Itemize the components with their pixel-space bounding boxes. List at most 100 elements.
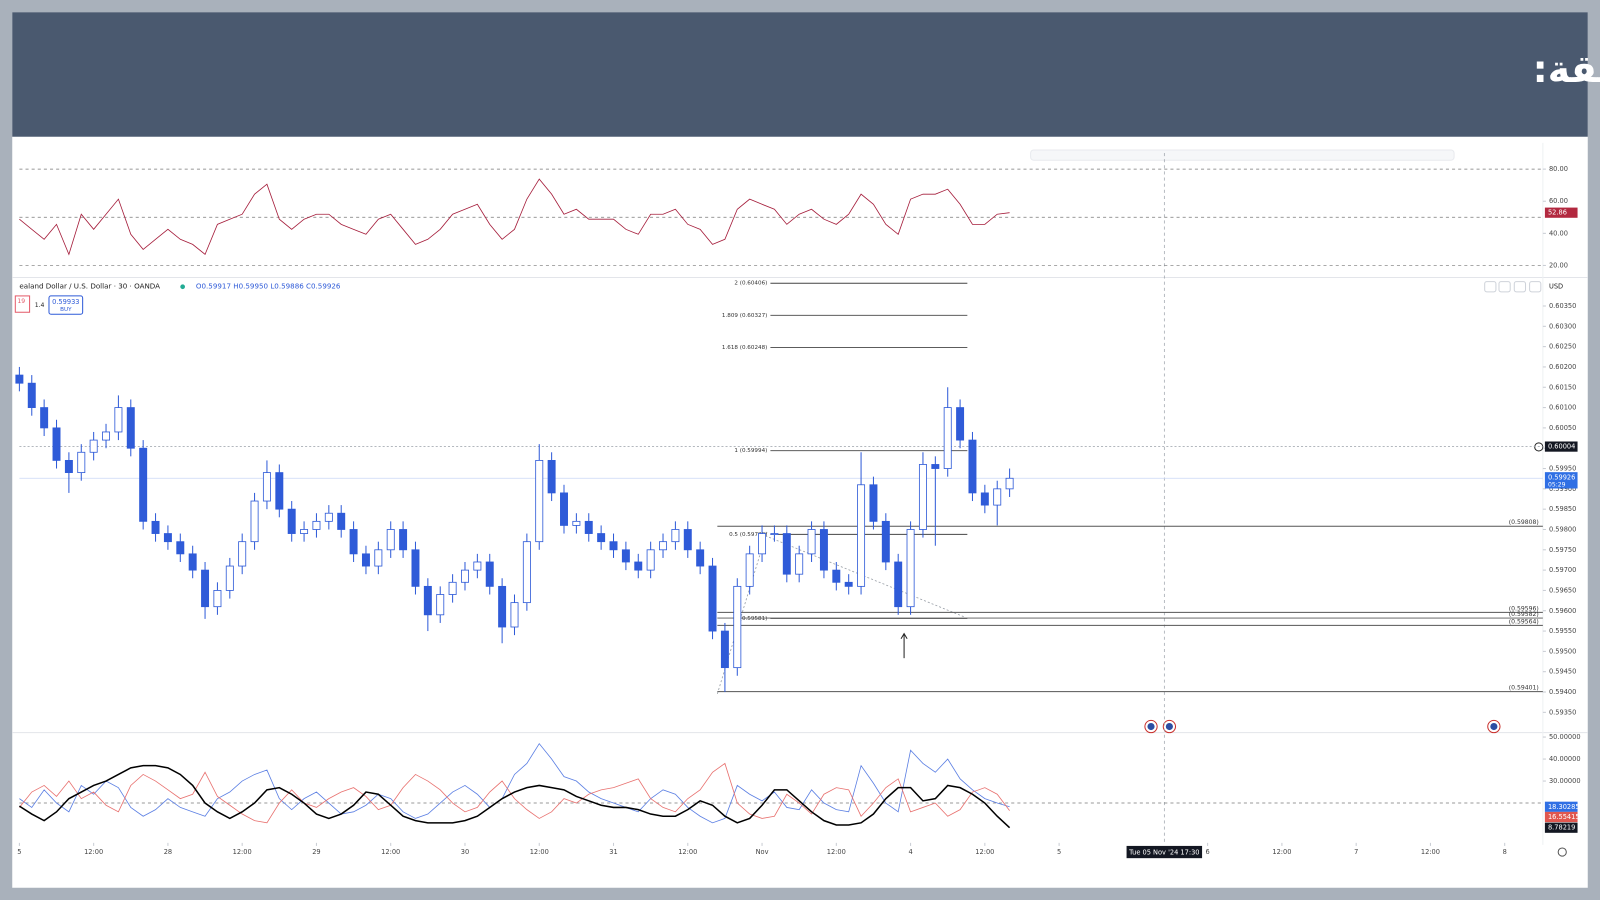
arrow-head bbox=[900, 632, 908, 640]
candle-body bbox=[52, 427, 61, 461]
candle-body bbox=[621, 549, 630, 563]
event-flags[interactable] bbox=[1144, 719, 1501, 734]
candle-body bbox=[758, 533, 767, 555]
candle-body bbox=[188, 553, 197, 571]
x-tick-label: 28 bbox=[164, 848, 172, 856]
pane-button[interactable] bbox=[1513, 281, 1527, 293]
candle-body bbox=[139, 447, 148, 522]
candle-body bbox=[708, 565, 717, 632]
y-tick-label: 0.59450 bbox=[1549, 668, 1576, 676]
candle-body bbox=[560, 492, 568, 526]
y-tick-label: 0.60250 bbox=[1549, 343, 1576, 351]
y-tick-label: 0.59950 bbox=[1549, 465, 1576, 473]
candle-body bbox=[275, 472, 284, 510]
level-label: (0.59564) bbox=[1509, 618, 1539, 625]
candle-body bbox=[324, 512, 333, 522]
candle-body bbox=[461, 569, 469, 583]
candle-body bbox=[993, 488, 1002, 506]
candle-body bbox=[634, 561, 643, 571]
candle-body bbox=[126, 407, 135, 449]
y-tick-label: 0.59550 bbox=[1549, 627, 1576, 635]
y-tick-label: 80.00 bbox=[1549, 165, 1568, 173]
candle-body bbox=[300, 529, 309, 534]
candle-body bbox=[894, 561, 903, 608]
x-tick-label: 29 bbox=[312, 848, 320, 856]
y-tick-label: 0.59800 bbox=[1549, 525, 1576, 533]
pane-button[interactable] bbox=[1498, 281, 1511, 293]
y-tick-label: 0.59400 bbox=[1549, 688, 1576, 696]
toolbar[interactable] bbox=[1030, 149, 1455, 161]
candle-body bbox=[819, 529, 828, 571]
symbol-legend: ealand Dollar / U.S. Dollar · 30 · OANDA bbox=[19, 282, 160, 291]
fib-label: 1.618 (0.60248) bbox=[722, 345, 767, 351]
candle-body bbox=[745, 553, 754, 587]
level-label: (0.59596) bbox=[1509, 605, 1539, 612]
candle-body bbox=[869, 484, 878, 522]
pane-controls[interactable] bbox=[1484, 281, 1542, 293]
event-flag-icon bbox=[1147, 722, 1155, 731]
ohlc-legend: O0.59917 H0.59950 L0.59886 C0.59926 bbox=[196, 282, 341, 291]
title: رسم بياني لحركة زوج الدولار النيوزيلندي/… bbox=[1533, 44, 1600, 91]
arrow bbox=[900, 632, 908, 659]
event-flag-icon bbox=[1490, 722, 1498, 731]
pane-button[interactable] bbox=[1529, 281, 1542, 293]
candle-body bbox=[597, 533, 606, 543]
candle-body bbox=[40, 407, 49, 429]
candle-body bbox=[213, 590, 222, 608]
fib-label: 1.809 (0.60327) bbox=[722, 313, 767, 319]
x-tick-label: 31 bbox=[609, 848, 617, 856]
x-tick-label: 12:00 bbox=[84, 848, 103, 856]
candle-body bbox=[844, 581, 853, 587]
candle-body bbox=[312, 520, 321, 530]
candle-body bbox=[423, 585, 432, 616]
sell-badge[interactable] bbox=[14, 295, 31, 313]
title-banner bbox=[12, 12, 1588, 137]
candle-body bbox=[1005, 477, 1014, 490]
market-status bbox=[180, 284, 185, 290]
x-tick-label: 12:00 bbox=[678, 848, 697, 856]
fib-label: 0 (0.59581) bbox=[734, 616, 767, 622]
x-tick-label: 7 bbox=[1354, 848, 1358, 856]
price-badge: 0.59926 bbox=[1548, 473, 1575, 481]
settings-icon[interactable] bbox=[1557, 847, 1567, 857]
candle-body bbox=[980, 492, 989, 506]
pane-button[interactable] bbox=[1484, 281, 1497, 293]
y-tick-label: 0.59350 bbox=[1549, 708, 1576, 716]
candle-body bbox=[659, 541, 668, 551]
level-label: (0.59808) bbox=[1509, 519, 1539, 526]
candle-body bbox=[386, 529, 395, 551]
y-tick-label: 0.60150 bbox=[1549, 383, 1576, 391]
candle-body bbox=[498, 585, 507, 628]
candle-body bbox=[64, 459, 73, 474]
candle-body bbox=[361, 553, 370, 567]
buy-price: 0.59933 bbox=[52, 298, 79, 306]
candle-body bbox=[151, 520, 160, 534]
x-tick-label: 5 bbox=[17, 848, 21, 856]
candle-body bbox=[696, 549, 705, 567]
value-badge: 18.30285 bbox=[1548, 803, 1580, 811]
spread: 1.4 bbox=[35, 302, 45, 309]
value-badge: 8.78219 bbox=[1548, 824, 1575, 832]
price-badge-bg bbox=[1544, 472, 1578, 489]
y-tick-label: 50.00000 bbox=[1549, 733, 1581, 741]
candle-body bbox=[683, 529, 692, 551]
level-label: (0.59401) bbox=[1509, 685, 1539, 692]
candle-body bbox=[943, 407, 952, 469]
value-badge-bg bbox=[1544, 811, 1578, 823]
candle-body bbox=[857, 484, 866, 587]
candle-body bbox=[609, 541, 618, 551]
buy-button[interactable] bbox=[48, 295, 84, 315]
value-badge: 52.86 bbox=[1548, 209, 1567, 217]
candle-body bbox=[795, 553, 804, 575]
y-tick-label: 40.00000 bbox=[1549, 755, 1581, 763]
candle-body bbox=[807, 529, 816, 555]
y-tick-label: 0.59600 bbox=[1549, 607, 1576, 615]
candle-body bbox=[436, 594, 445, 616]
x-tick-label: 5 bbox=[1057, 848, 1061, 856]
y-tick-label: 60.00 bbox=[1549, 197, 1568, 205]
x-tick-label: Nov bbox=[756, 848, 769, 856]
candle-body bbox=[733, 585, 742, 669]
candle-body bbox=[114, 407, 123, 433]
series-line bbox=[19, 762, 1010, 824]
